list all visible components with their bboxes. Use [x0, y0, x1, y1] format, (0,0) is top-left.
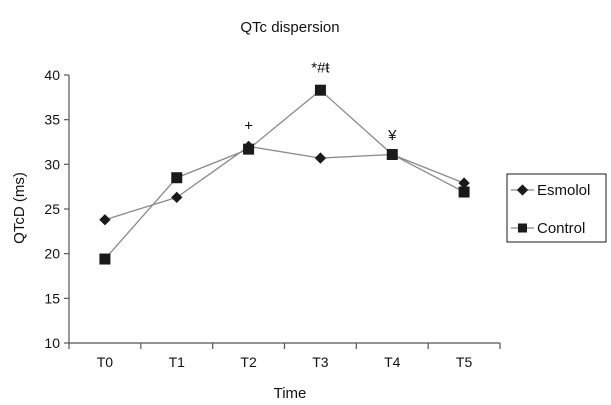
y-tick-label: 15 — [44, 290, 60, 306]
data-point-control — [243, 143, 255, 155]
annotation-layer: + *#ŧ ¥ — [244, 59, 397, 144]
x-tick-label: T2 — [240, 354, 257, 370]
data-point-control — [314, 84, 326, 96]
legend-item-esmolol: Esmolol — [511, 182, 590, 199]
x-tick-label: T1 — [169, 354, 186, 370]
legend-marker-esmolol — [516, 184, 529, 196]
series-esmolol — [99, 140, 470, 226]
legend-label-esmolol: Esmolol — [537, 182, 590, 199]
chart-title: QTc dispersion — [240, 19, 339, 36]
y-axis-label: QTcD (ms) — [11, 172, 28, 244]
axis-layer: 10 15 20 25 30 35 40 T0 T1 T2 T3 T4 T5 — [44, 67, 501, 370]
x-tick-label: T3 — [312, 354, 329, 370]
y-tick-label: 25 — [44, 201, 60, 217]
legend-label-control: Control — [537, 220, 585, 237]
legend-marker-control — [518, 223, 527, 233]
annotation-label: ¥ — [387, 127, 397, 144]
data-point-esmolol — [171, 191, 183, 204]
y-tick-label: 20 — [44, 246, 60, 262]
annotation-label: *#ŧ — [311, 59, 330, 76]
x-tick-label: T4 — [384, 354, 401, 370]
data-point-esmolol — [458, 177, 470, 189]
y-tick-label: 40 — [44, 67, 60, 83]
series-control — [99, 84, 470, 265]
data-point-control — [99, 253, 111, 265]
x-tick-label: T0 — [97, 354, 114, 370]
series-line-esmolol — [104, 145, 465, 221]
annotation-label: + — [244, 117, 253, 134]
data-point-control — [171, 172, 183, 184]
data-point-control — [458, 186, 470, 198]
data-point-esmolol — [99, 214, 111, 226]
legend: Esmolol Control — [506, 173, 607, 243]
y-tick-label: 35 — [44, 112, 60, 128]
series-line-control — [104, 89, 465, 260]
data-point-esmolol — [314, 152, 327, 164]
series-layer — [99, 84, 470, 265]
data-point-control — [386, 149, 398, 161]
y-tick-label: 10 — [44, 335, 60, 351]
y-tick-label: 30 — [44, 156, 60, 172]
x-axis-label: Time — [274, 385, 307, 402]
legend-item-control: Control — [511, 220, 585, 237]
x-tick-label: T5 — [456, 354, 473, 370]
